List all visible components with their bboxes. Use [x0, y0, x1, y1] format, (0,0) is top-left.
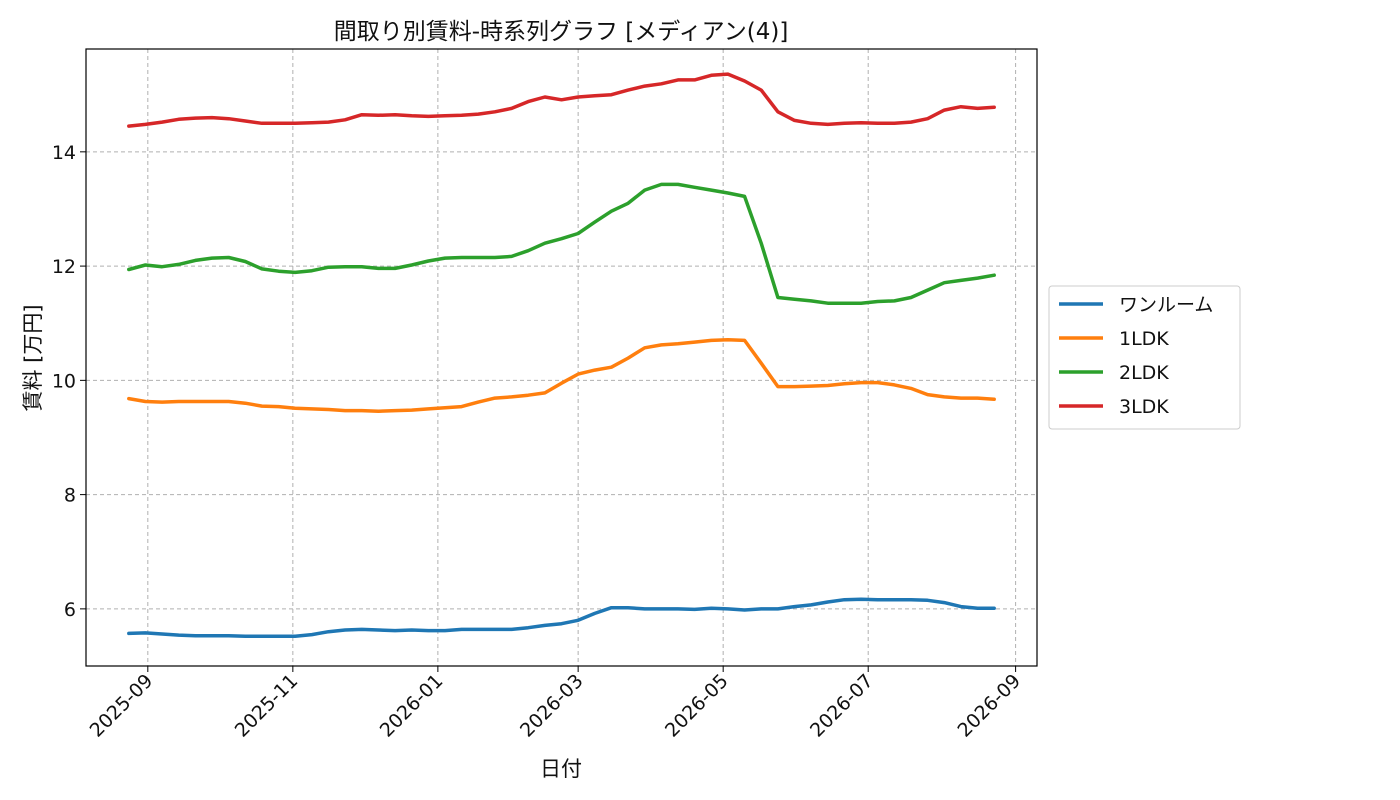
legend: ワンルーム 1LDK 2LDK 3LDK [1048, 285, 1241, 430]
x-axis-label: 日付 [540, 757, 582, 781]
legend-box [1048, 285, 1241, 430]
legend-label-2: 2LDK [1119, 362, 1169, 384]
x-tick-label: 2026-05 [661, 670, 733, 742]
y-axis-label: 賃料 [万円] [21, 304, 45, 411]
series-line-0 [127, 597, 996, 639]
y-tick-label: 12 [52, 256, 76, 278]
x-tick-label: 2026-01 [376, 670, 448, 742]
y-tick-label: 8 [64, 485, 76, 507]
series-layer [127, 72, 996, 639]
x-tick-label: 2025-11 [231, 670, 303, 742]
x-tick-label: 2025-09 [86, 670, 158, 742]
series-line-2 [127, 182, 996, 305]
series-line-1 [127, 338, 996, 413]
y-tick-label: 14 [52, 142, 76, 164]
y-tick-label: 6 [64, 599, 76, 621]
chart-title: 間取り別賃料-時系列グラフ [メディアン(4)] [334, 19, 789, 45]
grid [86, 49, 1037, 666]
legend-label-3: 3LDK [1119, 396, 1169, 418]
x-tick-label: 2026-07 [806, 670, 878, 742]
legend-label-0: ワンルーム [1119, 294, 1213, 316]
series-line-3 [127, 72, 996, 128]
y-axis: 6 8 10 12 14 [52, 142, 86, 621]
x-axis: 2025-09 2025-11 2026-01 2026-03 2026-05 2026-… [86, 666, 1025, 742]
y-tick-label: 10 [52, 370, 76, 392]
plot-area [85, 48, 1038, 667]
x-tick-label: 2026-03 [516, 670, 588, 742]
legend-label-1: 1LDK [1119, 328, 1169, 350]
x-tick-label: 2026-09 [953, 670, 1025, 742]
